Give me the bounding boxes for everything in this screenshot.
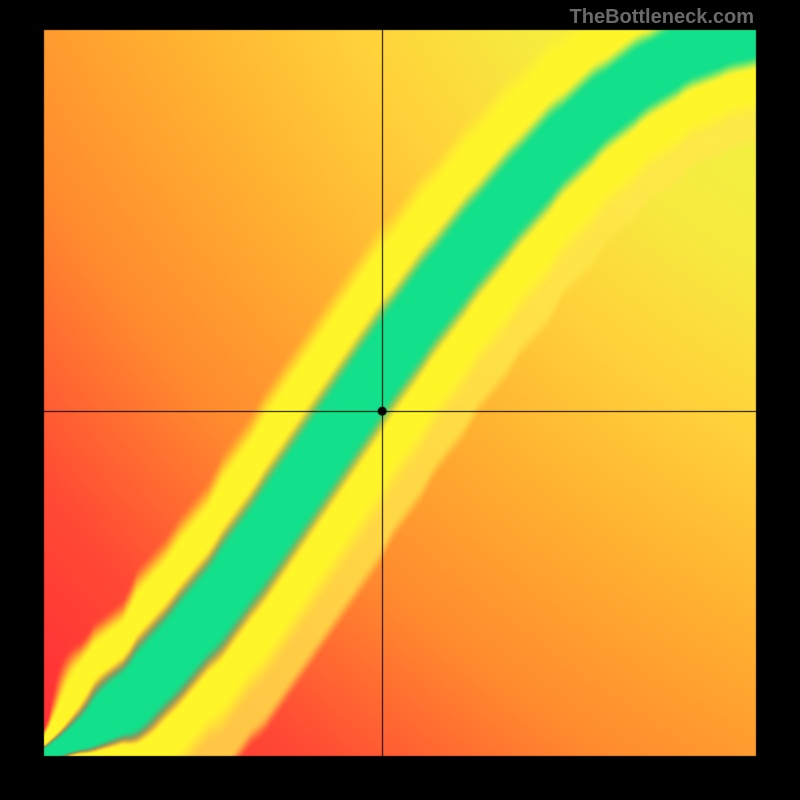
- bottleneck-heatmap: [0, 0, 800, 800]
- chart-stage: TheBottleneck.com: [0, 0, 800, 800]
- attribution-label: TheBottleneck.com: [570, 6, 754, 29]
